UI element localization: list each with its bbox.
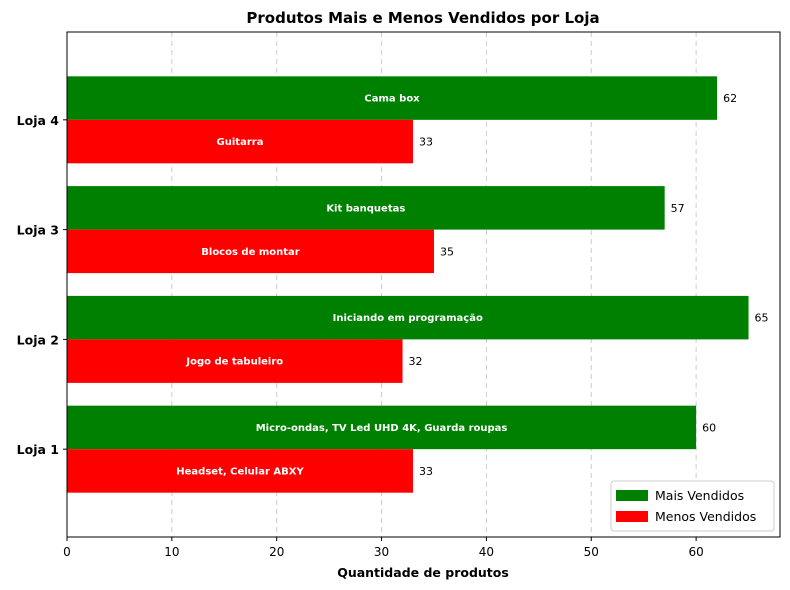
bar-value-label: 62 xyxy=(723,92,737,105)
bar-product-label: Blocos de montar xyxy=(201,247,300,258)
y-tick-label: Loja 1 xyxy=(17,442,59,457)
x-axis-label: Quantidade de produtos xyxy=(337,565,509,580)
bar-product-label: Iniciando em programação xyxy=(333,313,483,324)
bars: Micro-ondas, TV Led UHD 4K, Guarda roupa… xyxy=(67,76,769,493)
legend: Mais Vendidos Menos Vendidos xyxy=(610,480,775,532)
legend-label: Menos Vendidos xyxy=(655,509,756,524)
bar-mais-vendidos xyxy=(67,76,718,120)
x-tick-label: 10 xyxy=(164,545,179,559)
plot-frame xyxy=(66,31,781,538)
y-tick-label: Loja 4 xyxy=(17,113,60,128)
legend-swatch xyxy=(616,490,648,501)
y-axis-ticks: Loja 1 Loja 2 Loja 3 Loja 4 xyxy=(17,113,67,457)
x-tick-label: 20 xyxy=(269,545,284,559)
legend-swatch xyxy=(616,511,648,522)
bar-product-label: Headset, Celular ABXY xyxy=(176,466,304,477)
chart-title: Produtos Mais e Menos Vendidos por Loja xyxy=(246,9,599,27)
legend-box xyxy=(610,480,775,532)
bar-menos-vendidos xyxy=(67,449,414,493)
bar-menos-vendidos xyxy=(67,339,403,383)
x-tick-label: 40 xyxy=(479,545,494,559)
bar-value-label: 35 xyxy=(440,245,454,258)
bar-product-label: Guitarra xyxy=(217,137,264,148)
bar-mais-vendidos xyxy=(67,186,665,230)
bar-value-label: 32 xyxy=(409,355,423,368)
bar-value-label: 60 xyxy=(702,421,716,434)
bar-product-label: Micro-ondas, TV Led UHD 4K, Guarda roupa… xyxy=(256,423,508,434)
bar-product-label: Cama box xyxy=(364,94,420,105)
bar-value-label: 33 xyxy=(419,465,433,478)
y-tick-label: Loja 2 xyxy=(17,332,59,347)
bar-menos-vendidos xyxy=(67,119,414,164)
bar-mais-vendidos xyxy=(67,405,697,450)
x-tick-label: 0 xyxy=(63,545,71,559)
y-tick-label: Loja 3 xyxy=(17,223,59,238)
x-tick-label: 30 xyxy=(374,545,389,559)
x-axis-ticks: 0 10 20 30 40 50 60 xyxy=(63,537,704,559)
bar-menos-vendidos xyxy=(67,229,434,274)
legend-label: Mais Vendidos xyxy=(655,488,744,503)
bar-product-label: Kit banquetas xyxy=(326,203,405,214)
x-tick-label: 50 xyxy=(584,545,599,559)
bar-value-label: 33 xyxy=(419,136,433,149)
x-tick-label: 60 xyxy=(688,545,703,559)
bar-product-label: Jogo de tabuleiro xyxy=(185,357,283,368)
bar-value-label: 57 xyxy=(671,202,685,215)
bar-value-label: 65 xyxy=(755,312,769,325)
bar-mais-vendidos xyxy=(67,295,749,340)
